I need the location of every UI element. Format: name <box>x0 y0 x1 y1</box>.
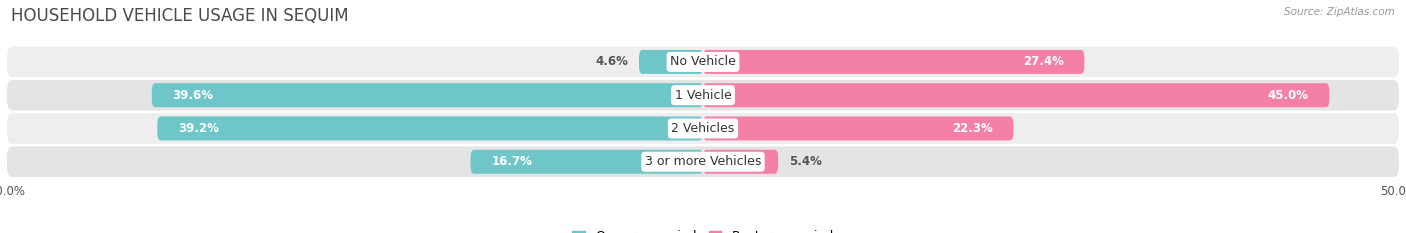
Text: 3 or more Vehicles: 3 or more Vehicles <box>645 155 761 168</box>
Text: 4.6%: 4.6% <box>595 55 628 69</box>
Text: No Vehicle: No Vehicle <box>671 55 735 69</box>
FancyBboxPatch shape <box>703 83 1330 107</box>
Text: HOUSEHOLD VEHICLE USAGE IN SEQUIM: HOUSEHOLD VEHICLE USAGE IN SEQUIM <box>11 7 349 25</box>
Text: 27.4%: 27.4% <box>1022 55 1063 69</box>
FancyBboxPatch shape <box>152 83 703 107</box>
FancyBboxPatch shape <box>7 80 1399 110</box>
Text: 22.3%: 22.3% <box>952 122 993 135</box>
Text: 2 Vehicles: 2 Vehicles <box>672 122 734 135</box>
Text: 39.2%: 39.2% <box>179 122 219 135</box>
Text: Source: ZipAtlas.com: Source: ZipAtlas.com <box>1284 7 1395 17</box>
Text: 45.0%: 45.0% <box>1267 89 1309 102</box>
Text: 16.7%: 16.7% <box>492 155 533 168</box>
Text: 39.6%: 39.6% <box>173 89 214 102</box>
FancyBboxPatch shape <box>703 50 1084 74</box>
Legend: Owner-occupied, Renter-occupied: Owner-occupied, Renter-occupied <box>568 225 838 233</box>
FancyBboxPatch shape <box>157 116 703 140</box>
FancyBboxPatch shape <box>7 47 1399 77</box>
FancyBboxPatch shape <box>7 147 1399 177</box>
FancyBboxPatch shape <box>703 116 1014 140</box>
FancyBboxPatch shape <box>471 150 703 174</box>
FancyBboxPatch shape <box>703 150 778 174</box>
FancyBboxPatch shape <box>7 113 1399 144</box>
FancyBboxPatch shape <box>638 50 703 74</box>
Text: 5.4%: 5.4% <box>789 155 823 168</box>
Text: 1 Vehicle: 1 Vehicle <box>675 89 731 102</box>
